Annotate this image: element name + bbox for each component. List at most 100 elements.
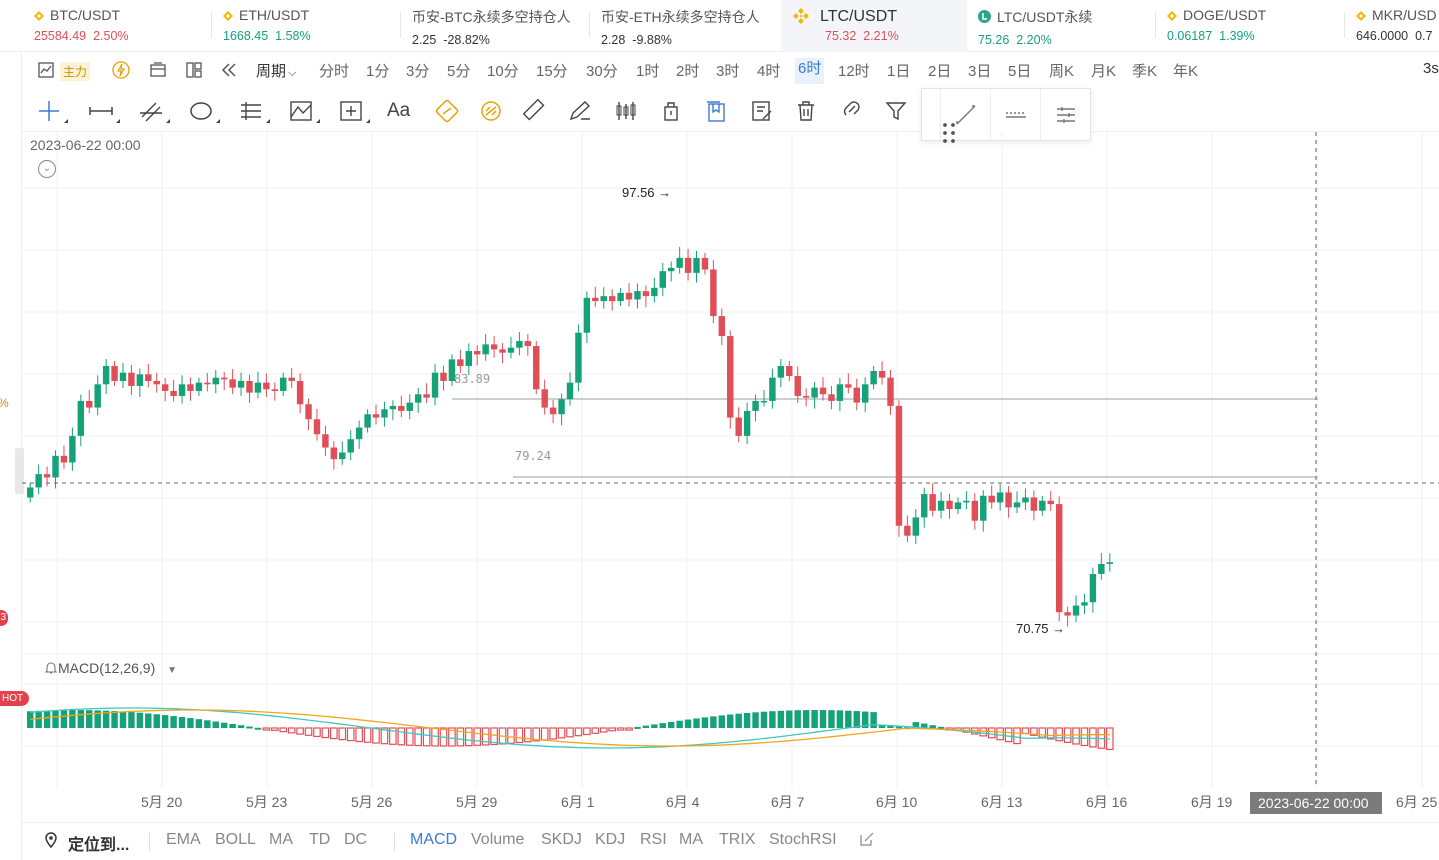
layout-icon[interactable] xyxy=(150,62,166,82)
candle-down xyxy=(204,382,211,385)
ticker-btc[interactable]: BTC/USDT 25584.49 2.50% xyxy=(34,0,212,52)
main-force-badge[interactable]: 主力 xyxy=(60,62,91,81)
text-tool[interactable]: Aa xyxy=(387,100,411,121)
period-item[interactable]: 12时 xyxy=(838,63,870,80)
indicator-skdj[interactable]: SKDJ xyxy=(541,831,582,848)
period-item[interactable]: 5日 xyxy=(1008,63,1032,80)
ticker-name: LTC/USDT永续 xyxy=(997,9,1093,25)
ticker-eth-longshort[interactable]: 币安-ETH永续多空持仓人 2.28 -9.88% xyxy=(601,0,779,52)
locate-button[interactable]: 定位到... xyxy=(68,837,130,854)
chart-type-icon[interactable] xyxy=(38,62,54,82)
parallel-lines-icon[interactable] xyxy=(138,99,170,123)
macd-bar-up xyxy=(921,723,928,728)
period-item[interactable]: 1分 xyxy=(366,63,390,80)
ticker-eth[interactable]: ETH/USDT 1668.45 1.58% xyxy=(223,0,401,52)
lightning-icon[interactable] xyxy=(112,61,130,83)
ticker-ltc-perp[interactable]: LTC/USDT永续 75.26 2.20% xyxy=(978,0,1156,52)
period-item[interactable]: 2时 xyxy=(676,63,700,80)
candle-down xyxy=(1064,612,1071,616)
hot-badge[interactable]: HOT xyxy=(0,691,30,706)
trend-line-icon[interactable] xyxy=(940,89,990,140)
period-item[interactable]: 1时 xyxy=(636,63,660,80)
macd-indicator-label[interactable]: MACD(12,26,9) ▼ xyxy=(44,660,177,676)
edit-list-icon[interactable] xyxy=(749,99,775,123)
candle-up xyxy=(389,405,397,410)
ellipse-tool-icon[interactable] xyxy=(188,99,220,123)
indicator-boll[interactable]: BOLL xyxy=(215,831,256,848)
ticker-ltc[interactable]: LTC/USDT 75.32 2.21% xyxy=(781,0,967,52)
replay-icon[interactable] xyxy=(220,62,238,82)
period-item[interactable]: 周K xyxy=(1049,63,1075,80)
ticker-doge[interactable]: DOGE/USDT 0.06187 1.39% xyxy=(1167,0,1345,52)
location-pin-icon[interactable] xyxy=(44,832,58,853)
measure-tool-icon[interactable] xyxy=(338,99,370,123)
magnet-icon[interactable] xyxy=(434,99,460,123)
period-item[interactable]: 5分 xyxy=(447,63,471,80)
period-item[interactable]: 3分 xyxy=(406,63,430,80)
fibonacci-icon[interactable] xyxy=(238,99,270,123)
period-item[interactable]: 2日 xyxy=(928,63,952,80)
floating-drawing-toolbar xyxy=(921,88,1091,143)
macd-bar-up xyxy=(204,720,211,728)
bookmark-copy-icon[interactable] xyxy=(703,99,729,123)
ruler-icon[interactable] xyxy=(522,98,548,123)
indicator-stochrsi[interactable]: StochRSI xyxy=(769,831,837,848)
indicator-rsi[interactable]: RSI xyxy=(640,831,667,848)
collapse-indicator-icon[interactable]: ⌄ xyxy=(38,160,56,178)
indicator-dc[interactable]: DC xyxy=(344,831,368,848)
notification-dot[interactable]: 3 xyxy=(0,610,8,626)
period-item[interactable]: 3时 xyxy=(716,63,740,80)
split-view-icon[interactable] xyxy=(186,62,202,82)
sidebar-collapse-handle[interactable] xyxy=(15,448,24,494)
period-item-active[interactable]: 6时 xyxy=(795,58,825,84)
bell-icon[interactable] xyxy=(44,660,58,676)
pencil-icon[interactable] xyxy=(567,99,593,123)
period-item[interactable]: 季K xyxy=(1132,63,1158,80)
indicator-td[interactable]: TD xyxy=(309,831,331,848)
indicator-volume[interactable]: Volume xyxy=(471,831,525,848)
indicator-ma[interactable]: MA xyxy=(269,831,293,848)
period-dropdown[interactable]: 周期 ⌵ xyxy=(256,60,296,81)
settings-sliders-icon[interactable] xyxy=(1040,89,1090,140)
line-style-icon[interactable] xyxy=(990,89,1040,140)
macd-bar-up xyxy=(136,712,144,728)
macd-bar-down xyxy=(414,727,423,747)
ticker-btc-longshort[interactable]: 币安-BTC永续多空持仓人 2.25 -28.82% xyxy=(412,0,590,52)
period-item[interactable]: 3日 xyxy=(968,63,992,80)
filter-icon[interactable] xyxy=(883,99,909,123)
edit-indicator-icon[interactable] xyxy=(860,832,874,851)
candle-tool-icon[interactable] xyxy=(613,99,639,123)
trash-icon[interactable] xyxy=(793,99,819,123)
ticker-mkr[interactable]: MKR/USD 646.0000 0.7 xyxy=(1356,0,1439,52)
candle-up xyxy=(136,374,144,386)
candle-down xyxy=(330,447,338,460)
candle-up xyxy=(195,382,203,391)
period-item[interactable]: 年K xyxy=(1173,63,1199,80)
strong-magnet-icon[interactable] xyxy=(478,99,504,123)
period-item[interactable]: 1日 xyxy=(887,63,911,80)
period-item[interactable]: 月K xyxy=(1091,63,1117,80)
period-item[interactable]: 4时 xyxy=(757,63,781,80)
caret-down-icon[interactable]: ▼ xyxy=(167,665,178,676)
link-tool-icon[interactable] xyxy=(838,99,864,123)
period-item[interactable]: 30分 xyxy=(586,63,618,80)
indicator-ema[interactable]: EMA xyxy=(166,831,201,848)
macd-bar-down xyxy=(287,727,296,734)
candlestick-chart[interactable]: 83.89 79.24 97.56 → 70.75 → 5月 20 5月 23 5月 26 5… xyxy=(22,132,1439,822)
macd-bar-down xyxy=(1080,727,1089,747)
drag-handle-icon[interactable] xyxy=(924,107,955,143)
candle-down xyxy=(887,377,894,406)
refresh-interval[interactable]: 3s xyxy=(1423,60,1439,77)
indicator-macd[interactable]: MACD xyxy=(410,831,458,848)
horizontal-ray-icon[interactable] xyxy=(88,99,120,123)
pattern-tool-icon[interactable] xyxy=(288,99,320,123)
period-item[interactable]: 10分 xyxy=(487,63,519,80)
indicator-trix[interactable]: TRIX xyxy=(719,831,756,848)
crosshair-tool-icon[interactable] xyxy=(36,99,68,123)
period-item[interactable]: 分时 xyxy=(319,63,350,80)
indicator-kdj[interactable]: KDJ xyxy=(595,831,626,848)
lock-tool-icon[interactable] xyxy=(658,99,684,123)
indicator-ma-sub[interactable]: MA xyxy=(679,831,703,848)
period-item[interactable]: 15分 xyxy=(536,63,568,80)
candle-up xyxy=(743,410,751,436)
